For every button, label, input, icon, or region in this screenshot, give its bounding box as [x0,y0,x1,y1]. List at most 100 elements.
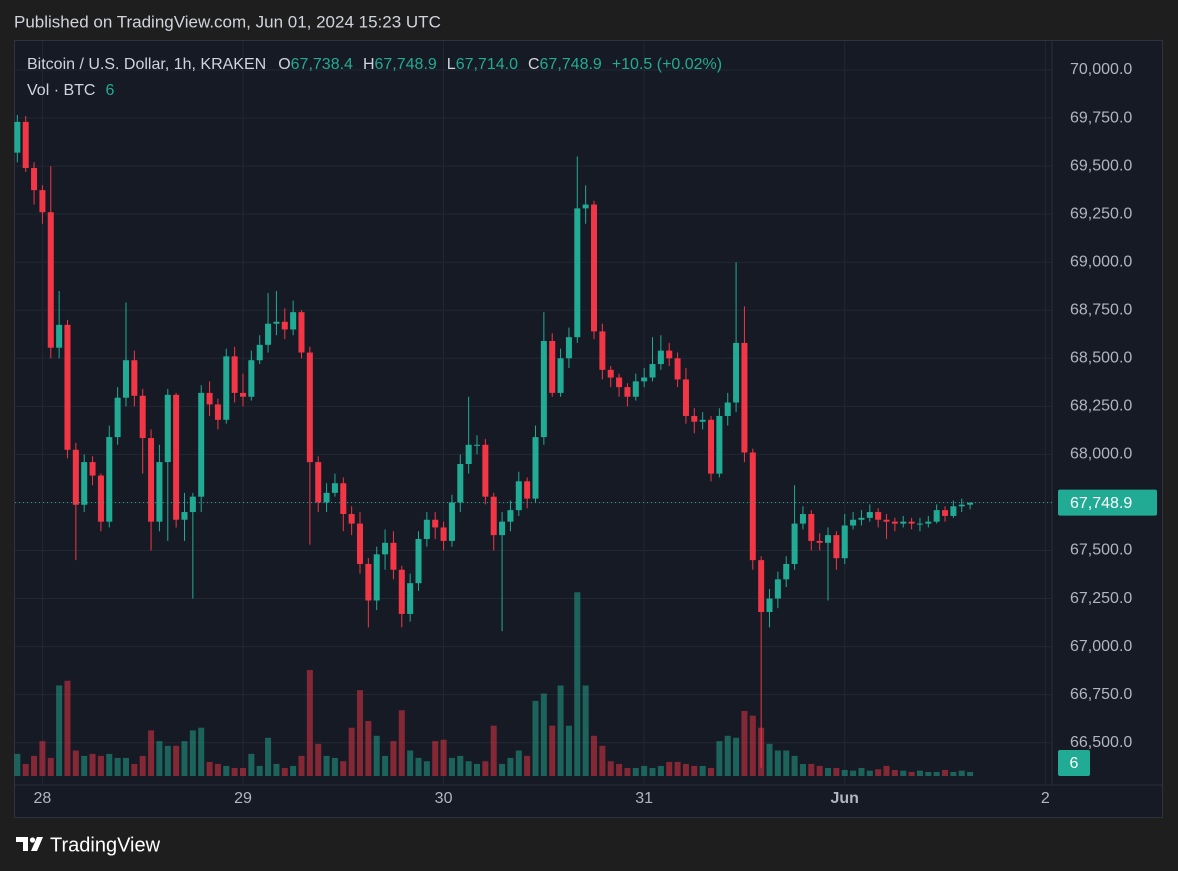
volume-bar [916,770,923,776]
candle-body [958,504,965,507]
volume-bar [465,761,472,776]
volume-bar [774,750,781,776]
candle-body [749,452,756,561]
volume-bar [624,767,631,776]
volume-bar [883,765,890,776]
candle-body [223,356,230,420]
ohlc-value: 67,748.9 [375,56,437,73]
candle-body [148,438,155,522]
candle-body [248,360,255,397]
candle-body [298,312,305,353]
volume-bar [273,763,280,776]
brand: TradingView [50,834,161,856]
y-tick-label: 66,500.0 [1070,734,1132,751]
candle-body [549,341,556,393]
candle-body [373,554,380,601]
volume-bar [382,755,389,776]
candle-body [181,512,188,520]
volume-bar [499,763,506,776]
candle-body [532,437,539,499]
candle-body [206,392,213,405]
candle-body [950,506,957,516]
volume-bar [114,757,121,776]
candle-body [666,350,673,359]
volume-bar [967,771,974,776]
candle-body [833,535,840,559]
ohlc-key: L [447,56,456,73]
volume-bar [833,767,840,776]
volume-bar [181,741,188,776]
volume-bar [942,769,949,776]
candle-body [173,394,180,520]
volume-bar [708,767,715,776]
volume-last: 6 [105,82,114,99]
candle-body [499,521,506,536]
volume-bar [549,725,556,776]
volume-bar [607,761,614,776]
candle-body [841,525,848,559]
volume-bar [64,680,71,776]
candle-body [741,342,748,453]
candle-body [691,415,698,422]
volume-bar [582,685,589,776]
y-tick-label: 67,250.0 [1070,590,1132,607]
volume-bar [666,761,673,776]
volume-bar [206,761,213,776]
candle-body [866,512,873,518]
candle-body [323,492,330,503]
volume-bar [741,710,748,776]
volume-bar [398,710,405,776]
candle-body [122,360,129,398]
volume-bar [31,755,38,776]
volume-bar [214,763,221,776]
candle-body [649,364,656,378]
volume-bar [749,715,756,776]
candle-body [616,377,623,388]
candle-body [825,535,832,543]
published-note: Published on TradingView.com, Jun 01, 20… [14,12,441,31]
legend: Bitcoin / U.S. Dollar, 1h, KRAKEN O67,738… [27,56,722,73]
candle-body [758,560,765,613]
candle-body [599,331,606,370]
candle-body [189,496,196,513]
volume-bar [348,727,355,776]
volume-bar [841,769,848,776]
volume-bar [557,685,564,776]
volume-bar [373,735,380,776]
volume-bar [164,745,171,776]
volume-bar [156,741,163,776]
candle-body [524,481,531,499]
candle-body [783,563,790,580]
x-tick-label: 31 [635,790,653,807]
candle-body [657,350,664,365]
volume-bar [682,763,689,776]
candle-body [607,369,614,378]
volume-bar [524,755,531,776]
volume-bar [340,761,347,776]
volume-bar [958,770,965,776]
candle-body [89,462,96,476]
volume-bar [448,757,455,776]
candle-body [816,540,823,543]
logo-mark [31,837,43,851]
candle-body [290,312,297,330]
volume-bar [591,735,598,776]
volume-bar [799,763,806,776]
candle-body [724,402,731,416]
volume-bar [173,745,180,776]
candle-body [56,324,63,348]
volume-bar [356,690,364,776]
candle-body [515,481,522,511]
candles [14,114,974,768]
candle-body [967,502,974,505]
candle-body [14,121,21,153]
volume-bar [691,765,698,776]
candle-body [306,352,313,463]
volume-bar [97,755,104,776]
candle-body [114,397,121,438]
candle-body [733,342,740,403]
candle-body [31,168,38,191]
volume-bar [515,750,522,776]
change: +10.5 (+0.02%) [612,56,722,73]
